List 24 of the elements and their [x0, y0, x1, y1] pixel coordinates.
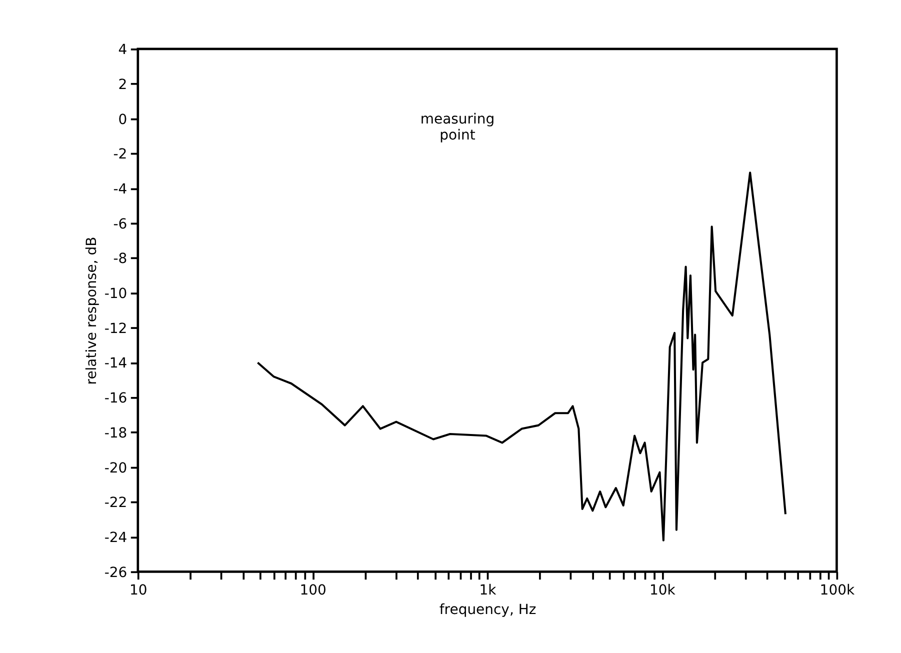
y-tick-label: 4 — [118, 42, 128, 58]
y-tick-label: -4 — [113, 181, 128, 198]
x-axis-title: frequency, Hz — [439, 602, 536, 618]
x-tick-label: 10 — [129, 582, 148, 598]
y-tick-label: -14 — [104, 356, 128, 372]
y-axis-title: relative response, dB — [84, 236, 100, 385]
y-tick-label: -12 — [104, 320, 128, 337]
x-tick-label: 10k — [650, 582, 676, 598]
y-tick-label: -26 — [104, 564, 128, 581]
y-tick-label: 0 — [118, 112, 128, 128]
y-tick-label: -16 — [104, 390, 128, 407]
y-tick-label: -18 — [104, 425, 128, 442]
y-tick-label: -20 — [104, 460, 128, 476]
y-tick-label: -8 — [113, 251, 128, 268]
y-tick-label: -2 — [113, 146, 128, 163]
annotation: measuring point — [420, 112, 495, 144]
x-tick-label: 100k — [820, 582, 856, 598]
y-tick-label: -10 — [104, 286, 128, 302]
y-tick-label: 2 — [118, 76, 128, 93]
x-tick-label: 1k — [479, 582, 498, 598]
x-tick-label: 100 — [300, 582, 326, 598]
y-tick-label: -24 — [104, 530, 128, 546]
y-tick-label: -6 — [113, 216, 128, 232]
y-tick-label: -22 — [104, 495, 128, 512]
